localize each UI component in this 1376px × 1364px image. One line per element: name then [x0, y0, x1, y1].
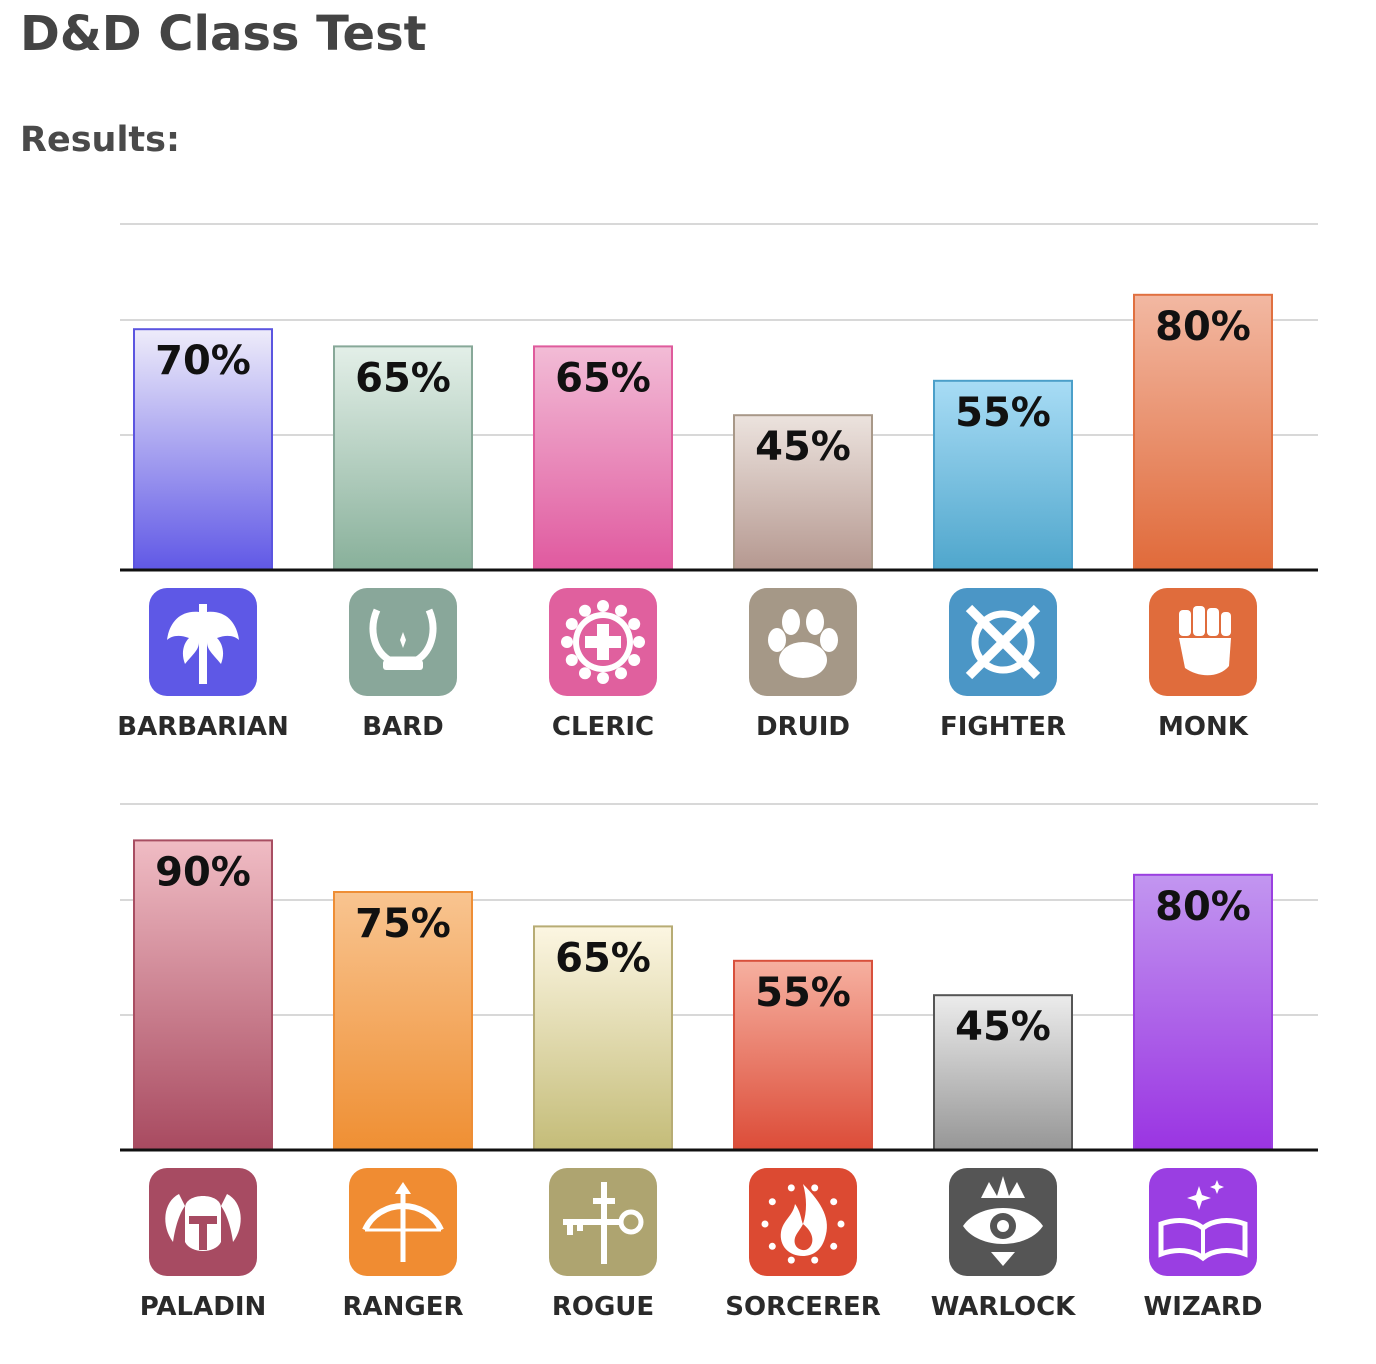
category-label: CLERIC	[552, 712, 654, 742]
bow-arrow-icon	[349, 1168, 457, 1276]
bar-warlock	[933, 994, 1073, 1151]
dagger-key-icon	[549, 1168, 657, 1276]
value-label: 70%	[155, 338, 251, 384]
results-label: Results:	[20, 120, 180, 160]
bar-barbarian	[133, 328, 273, 571]
bar-cleric	[533, 345, 673, 571]
category-label: BARBARIAN	[117, 712, 288, 742]
value-label: 45%	[755, 424, 851, 470]
bar-bard	[333, 345, 473, 571]
bar-monk	[1133, 293, 1273, 572]
eye-crown-icon	[949, 1168, 1057, 1276]
bar-fighter	[933, 379, 1073, 571]
category-label: ROGUE	[552, 1292, 654, 1322]
paw-icon	[749, 588, 857, 696]
value-label: 65%	[555, 935, 651, 981]
bar-paladin	[133, 839, 273, 1152]
value-label: 90%	[155, 849, 251, 895]
spellbook-icon	[1149, 1168, 1257, 1276]
double-axe-icon	[149, 588, 257, 696]
value-label: 65%	[555, 355, 651, 401]
value-label: 80%	[1155, 884, 1251, 930]
bar-chart-1: 70% BARBARIAN 65% BARD 65% CLERIC 45% DRUID 55% F…	[117, 223, 1318, 742]
value-label: 75%	[355, 901, 451, 947]
bar-rogue	[533, 925, 673, 1151]
category-label: PALADIN	[140, 1292, 267, 1322]
category-label: WARLOCK	[931, 1292, 1076, 1322]
category-label: FIGHTER	[940, 712, 1066, 742]
bar-chart-2: 90% PALADIN 75% RANGER 65% ROGUE 55% SORCERER 45…	[120, 803, 1318, 1322]
fist-icon	[1149, 588, 1257, 696]
holy-cross-icon	[549, 588, 657, 696]
lyre-icon	[349, 588, 457, 696]
winged-helmet-icon	[149, 1168, 257, 1276]
flame-icon	[749, 1168, 857, 1276]
category-label: DRUID	[756, 712, 850, 742]
bar-wizard	[1133, 873, 1273, 1152]
category-label: MONK	[1158, 712, 1249, 742]
value-label: 55%	[755, 970, 851, 1016]
chart-top: 70% BARBARIAN 65% BARD 65% CLERIC 45% DRUID 55% F…	[0, 200, 1376, 764]
category-label: BARD	[362, 712, 444, 742]
chart-bottom: 90% PALADIN 75% RANGER 65% ROGUE 55% SORCERER 45…	[0, 780, 1376, 1344]
value-label: 65%	[355, 355, 451, 401]
value-label: 55%	[955, 390, 1051, 436]
crossed-swords-shield-icon	[949, 588, 1057, 696]
bar-ranger	[333, 891, 473, 1151]
category-label: SORCERER	[725, 1292, 881, 1322]
value-label: 45%	[955, 1004, 1051, 1050]
category-label: WIZARD	[1144, 1292, 1263, 1322]
bar-sorcerer	[733, 959, 873, 1151]
category-label: RANGER	[342, 1292, 463, 1322]
value-label: 80%	[1155, 304, 1251, 350]
page-title: D&D Class Test	[20, 6, 427, 62]
